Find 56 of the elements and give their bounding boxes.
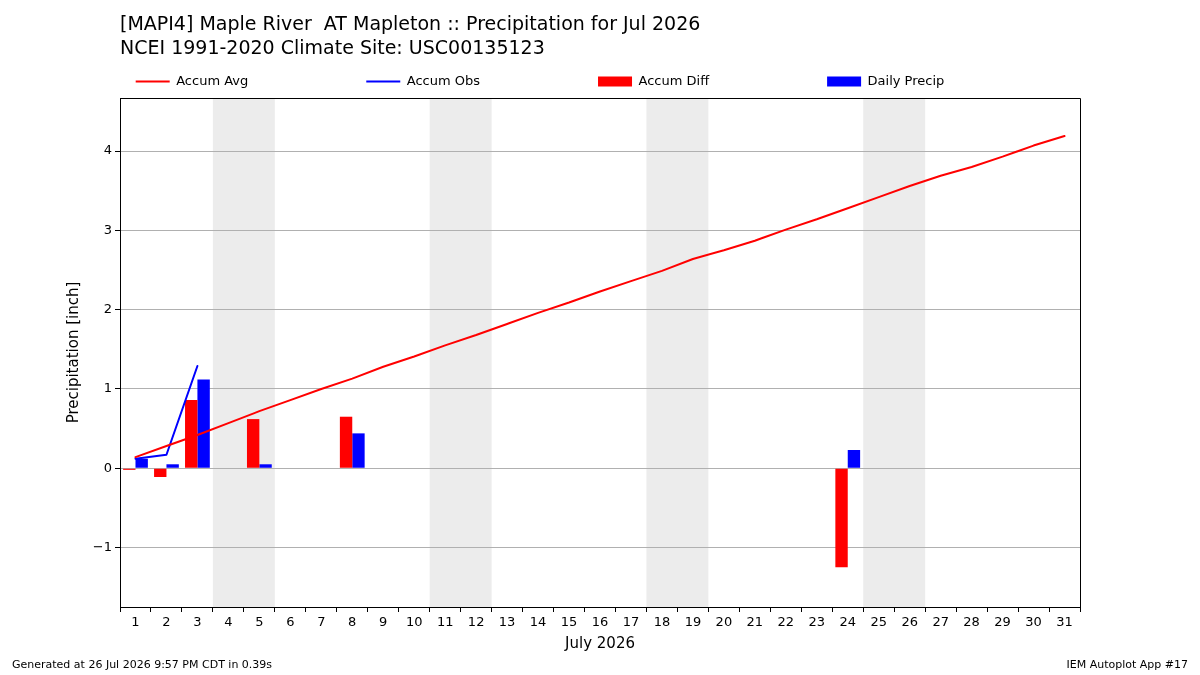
x-axis-title: July 2026 — [564, 633, 635, 652]
bar — [259, 464, 272, 468]
x-tick-label: 27 — [932, 614, 949, 630]
x-tick-label: 2 — [162, 614, 171, 630]
x-tick-label: 15 — [560, 614, 578, 630]
text: IEM Autoplot App #17 — [1066, 658, 1188, 672]
x-tick-label: 5 — [255, 614, 264, 630]
legend-label: Accum Obs — [406, 72, 481, 88]
x-tick-label: 30 — [1025, 614, 1042, 630]
legend-label: Daily Precip — [867, 72, 945, 88]
x-tick-label: 20 — [715, 614, 733, 630]
bar — [352, 433, 365, 468]
bar — [197, 379, 210, 468]
x-tick-label: 9 — [379, 614, 388, 630]
x-tick-label: 18 — [653, 614, 671, 630]
y-tick-label: −1 — [92, 538, 112, 554]
x-tick-label: 31 — [1056, 614, 1073, 630]
x-tick-label: 17 — [622, 614, 640, 630]
x-tick-label: 4 — [224, 614, 233, 630]
x-tick-label: 16 — [591, 614, 609, 630]
x-tick-label: 7 — [317, 614, 326, 630]
text: Generated at 26 Jul 2026 9:57 PM CDT in 0.39s — [12, 658, 273, 672]
x-tick-label: 26 — [901, 614, 918, 630]
y-tick-label: 4 — [103, 142, 112, 158]
x-tick-label: 1 — [131, 614, 140, 630]
bar — [835, 468, 848, 568]
x-tick-label: 23 — [808, 614, 826, 630]
x-tick-label: 19 — [684, 614, 702, 630]
x-tick-label: 10 — [405, 614, 423, 630]
x-tick-label: 8 — [348, 614, 357, 630]
x-tick-label: 12 — [467, 614, 485, 630]
legend-label: Accum Avg — [176, 72, 249, 88]
legend-label: Accum Diff — [638, 72, 711, 88]
x-tick-label: 22 — [777, 614, 795, 630]
y-tick-label: 3 — [103, 221, 112, 237]
x-tick-label: 13 — [498, 614, 516, 630]
bar — [246, 419, 260, 468]
bar — [154, 468, 167, 477]
bar — [339, 416, 353, 468]
x-tick-label: 3 — [193, 614, 202, 630]
bar — [847, 450, 861, 468]
bar — [166, 464, 179, 468]
y-tick-label: 1 — [103, 380, 112, 396]
x-tick-label: 14 — [529, 614, 547, 630]
x-tick-label: 24 — [839, 614, 857, 630]
x-tick-label: 25 — [870, 614, 887, 630]
chart-subtitle: NCEI 1991-2020 Climate Site: USC00135123 — [120, 36, 545, 59]
x-tick-label: 11 — [436, 614, 454, 630]
chart-title: [MAPI4] Maple River AT Mapleton :: Precipitation for Jul 2026 — [120, 12, 701, 35]
y-tick-label: 0 — [103, 459, 112, 475]
x-tick-label: 21 — [746, 614, 764, 630]
x-tick-label: 6 — [286, 614, 295, 630]
x-tick-label: 29 — [994, 614, 1011, 630]
y-tick-label: 2 — [103, 301, 112, 317]
x-tick-label: 28 — [963, 614, 980, 630]
y-axis-title: Precipitation [inch] — [63, 281, 82, 424]
